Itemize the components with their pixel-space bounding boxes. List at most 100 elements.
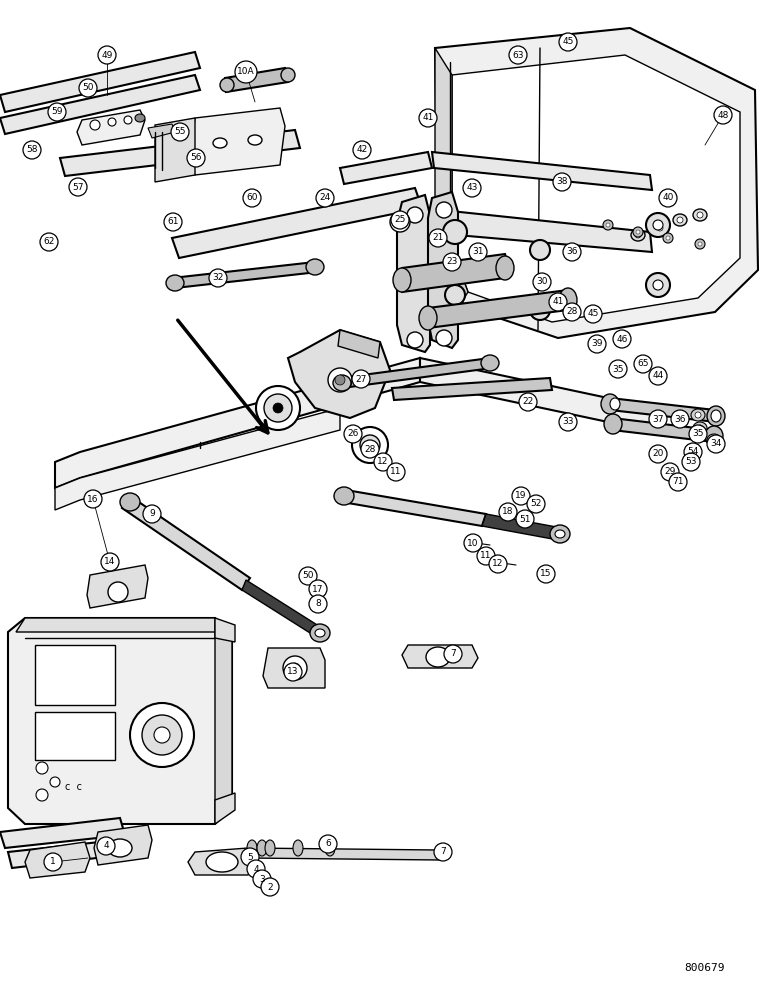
Ellipse shape: [108, 582, 128, 602]
Text: 5: 5: [247, 852, 253, 861]
Ellipse shape: [698, 242, 702, 246]
Ellipse shape: [657, 225, 663, 231]
Ellipse shape: [530, 240, 550, 260]
Ellipse shape: [603, 220, 613, 230]
Circle shape: [516, 510, 534, 528]
Circle shape: [387, 463, 405, 481]
Text: 35: 35: [692, 430, 704, 438]
Ellipse shape: [293, 840, 303, 856]
Circle shape: [563, 303, 581, 321]
Ellipse shape: [666, 236, 670, 240]
Text: 56: 56: [190, 153, 201, 162]
Circle shape: [44, 853, 62, 871]
Text: 20: 20: [652, 450, 664, 458]
Circle shape: [634, 355, 652, 373]
Ellipse shape: [254, 865, 258, 869]
Ellipse shape: [633, 227, 643, 237]
Polygon shape: [402, 645, 478, 668]
Ellipse shape: [290, 663, 300, 673]
Text: 36: 36: [566, 247, 577, 256]
Circle shape: [499, 503, 517, 521]
Text: 32: 32: [212, 273, 224, 282]
Ellipse shape: [306, 259, 324, 275]
Ellipse shape: [479, 550, 491, 560]
Ellipse shape: [521, 515, 527, 521]
Text: c  c: c c: [65, 782, 82, 792]
Circle shape: [164, 213, 182, 231]
Text: 11: 11: [391, 468, 401, 477]
Text: 7: 7: [450, 650, 456, 658]
Polygon shape: [248, 848, 440, 860]
Circle shape: [613, 330, 631, 348]
Polygon shape: [612, 418, 714, 442]
Ellipse shape: [333, 375, 351, 391]
Text: 54: 54: [687, 448, 699, 456]
Ellipse shape: [352, 427, 388, 463]
Text: 45: 45: [587, 310, 599, 318]
Circle shape: [714, 106, 732, 124]
Text: 57: 57: [73, 182, 83, 192]
Ellipse shape: [646, 273, 670, 297]
Text: 2: 2: [267, 882, 273, 892]
Text: 40: 40: [662, 194, 674, 202]
Circle shape: [48, 103, 66, 121]
Ellipse shape: [589, 340, 601, 350]
Text: 15: 15: [540, 570, 552, 578]
Ellipse shape: [325, 840, 335, 856]
Polygon shape: [188, 848, 255, 875]
Ellipse shape: [697, 425, 703, 431]
Text: 51: 51: [520, 514, 531, 524]
Circle shape: [69, 178, 87, 196]
Polygon shape: [172, 188, 422, 258]
Ellipse shape: [243, 851, 253, 861]
Ellipse shape: [555, 530, 565, 538]
Ellipse shape: [505, 509, 511, 515]
Ellipse shape: [610, 398, 620, 410]
Text: 24: 24: [320, 194, 330, 202]
Circle shape: [374, 453, 392, 471]
Ellipse shape: [315, 629, 325, 637]
Polygon shape: [432, 152, 652, 190]
Ellipse shape: [612, 365, 624, 375]
Circle shape: [309, 580, 327, 598]
Ellipse shape: [130, 703, 194, 767]
Text: 44: 44: [652, 371, 664, 380]
Polygon shape: [428, 192, 458, 348]
Circle shape: [609, 360, 627, 378]
Circle shape: [235, 61, 257, 83]
Circle shape: [512, 487, 530, 505]
Text: 8: 8: [315, 599, 321, 608]
Circle shape: [689, 425, 707, 443]
Ellipse shape: [530, 300, 550, 320]
Polygon shape: [215, 618, 235, 642]
Polygon shape: [215, 618, 232, 824]
Circle shape: [684, 443, 702, 461]
Text: 10A: 10A: [237, 68, 255, 77]
Ellipse shape: [635, 232, 641, 238]
Ellipse shape: [154, 727, 170, 743]
Ellipse shape: [266, 884, 270, 888]
Circle shape: [209, 269, 227, 287]
Polygon shape: [55, 358, 420, 488]
Ellipse shape: [496, 256, 514, 280]
Text: 4: 4: [253, 864, 259, 874]
Ellipse shape: [213, 138, 227, 148]
Ellipse shape: [393, 268, 411, 292]
Polygon shape: [435, 48, 452, 255]
Circle shape: [527, 495, 545, 513]
Text: 33: 33: [562, 418, 574, 426]
Ellipse shape: [220, 78, 234, 92]
Polygon shape: [172, 262, 318, 288]
Text: 55: 55: [174, 127, 186, 136]
Text: 38: 38: [557, 178, 567, 186]
Text: 800679: 800679: [685, 963, 725, 973]
Circle shape: [143, 505, 161, 523]
Ellipse shape: [247, 840, 257, 856]
Ellipse shape: [711, 437, 717, 443]
Text: 31: 31: [472, 247, 484, 256]
Text: 49: 49: [101, 50, 113, 60]
Ellipse shape: [652, 372, 664, 382]
Ellipse shape: [663, 233, 673, 243]
Text: 14: 14: [104, 558, 116, 566]
Ellipse shape: [697, 212, 703, 218]
